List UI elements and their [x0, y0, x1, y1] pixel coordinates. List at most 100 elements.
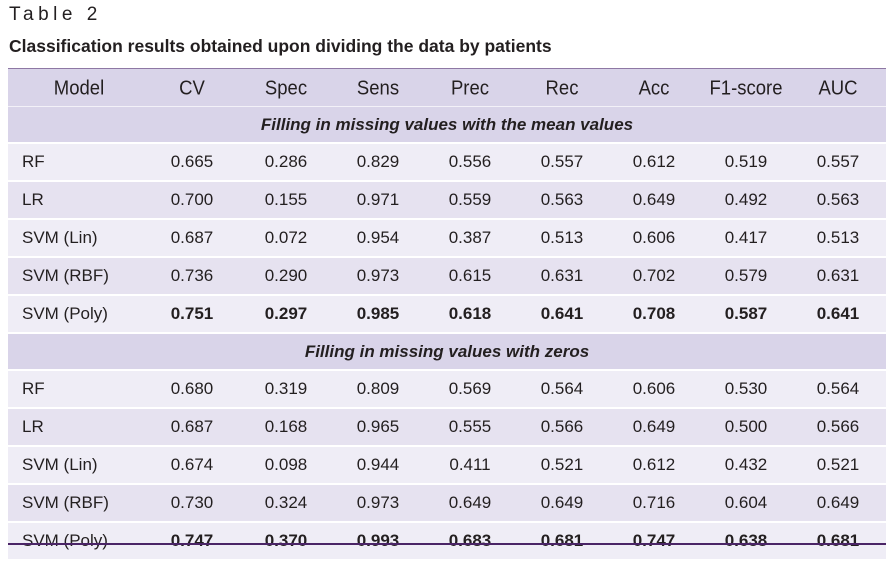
cell-model: LR	[22, 190, 44, 209]
cell-cv: 0.680	[170, 379, 214, 398]
cell-prec: 0.556	[448, 152, 492, 171]
cell-rec: 0.641	[540, 304, 584, 323]
cell-model: SVM (Poly)	[22, 304, 108, 323]
cell-auc: 0.566	[816, 417, 860, 436]
cell-prec: 0.559	[448, 190, 492, 209]
cell-auc: 0.521	[816, 455, 860, 474]
table-label: Table 2	[9, 4, 102, 25]
results-table: Model CV Spec Sens Prec Rec Acc F1-score…	[8, 68, 886, 561]
cell-sens: 0.944	[356, 455, 400, 474]
header-cv: CV	[179, 75, 205, 99]
cell-auc: 0.681	[816, 531, 860, 550]
header-f1-score: F1-score	[709, 75, 783, 99]
cell-f1-score: 0.500	[724, 417, 768, 436]
cell-sens: 0.973	[356, 266, 400, 285]
cell-acc: 0.747	[632, 531, 676, 550]
cell-rec: 0.631	[540, 266, 584, 285]
table-row: LR 0.687 0.168 0.965 0.555 0.566 0.649 0…	[8, 409, 886, 447]
cell-auc: 0.557	[816, 152, 860, 171]
cell-sens: 0.809	[356, 379, 400, 398]
cell-sens: 0.971	[356, 190, 400, 209]
cell-spec: 0.072	[264, 228, 308, 247]
cell-cv: 0.700	[170, 190, 214, 209]
cell-acc: 0.649	[632, 417, 676, 436]
cell-auc: 0.649	[816, 493, 860, 512]
cell-prec: 0.683	[448, 531, 492, 550]
header-spec: Spec	[264, 75, 308, 99]
cell-f1-score: 0.604	[724, 493, 768, 512]
cell-acc: 0.716	[632, 493, 676, 512]
cell-sens: 0.829	[356, 152, 400, 171]
cell-f1-score: 0.587	[724, 304, 768, 323]
cell-prec: 0.649	[448, 493, 492, 512]
table-row: LR 0.700 0.155 0.971 0.559 0.563 0.649 0…	[8, 182, 886, 220]
cell-rec: 0.557	[540, 152, 584, 171]
cell-acc: 0.606	[632, 228, 676, 247]
cell-spec: 0.324	[264, 493, 308, 512]
cell-model: SVM (Poly)	[22, 531, 108, 550]
cell-rec: 0.566	[540, 417, 584, 436]
header-prec: Prec	[450, 75, 490, 99]
cell-cv: 0.687	[170, 228, 214, 247]
cell-sens: 0.985	[356, 304, 400, 323]
cell-spec: 0.297	[264, 304, 308, 323]
cell-prec: 0.387	[448, 228, 492, 247]
table-row: RF 0.665 0.286 0.829 0.556 0.557 0.612 0…	[8, 144, 886, 182]
section-title-zeros: Filling in missing values with zeros	[8, 334, 886, 371]
header-rec: Rec	[545, 75, 579, 99]
cell-model: RF	[22, 152, 45, 171]
cell-model: SVM (RBF)	[22, 493, 109, 512]
cell-f1-score: 0.638	[724, 531, 768, 550]
cell-f1-score: 0.519	[724, 152, 768, 171]
bottom-rule	[8, 543, 886, 545]
cell-cv: 0.665	[170, 152, 214, 171]
cell-acc: 0.702	[632, 266, 676, 285]
cell-prec: 0.618	[448, 304, 492, 323]
cell-acc: 0.612	[632, 152, 676, 171]
cell-spec: 0.168	[264, 417, 308, 436]
header-acc: Acc	[638, 75, 670, 99]
cell-prec: 0.411	[449, 455, 491, 474]
cell-f1-score: 0.417	[724, 228, 768, 247]
cell-f1-score: 0.432	[724, 455, 768, 474]
table-row: RF 0.680 0.319 0.809 0.569 0.564 0.606 0…	[8, 371, 886, 409]
table-row: SVM (Lin) 0.674 0.098 0.944 0.411 0.521 …	[8, 447, 886, 485]
cell-rec: 0.649	[540, 493, 584, 512]
table-row: SVM (Lin) 0.687 0.072 0.954 0.387 0.513 …	[8, 220, 886, 258]
table-row: SVM (RBF) 0.730 0.324 0.973 0.649 0.649 …	[8, 485, 886, 523]
cell-f1-score: 0.530	[724, 379, 768, 398]
cell-cv: 0.747	[170, 531, 214, 550]
cell-spec: 0.370	[264, 531, 308, 550]
cell-prec: 0.615	[448, 266, 492, 285]
cell-acc: 0.612	[632, 455, 676, 474]
header-auc: AUC	[818, 75, 858, 99]
cell-auc: 0.563	[816, 190, 860, 209]
table-header-row: Model CV Spec Sens Prec Rec Acc F1-score…	[8, 68, 886, 109]
cell-auc: 0.641	[816, 304, 860, 323]
cell-acc: 0.708	[632, 304, 676, 323]
cell-model: RF	[22, 379, 45, 398]
cell-sens: 0.993	[356, 531, 400, 550]
cell-rec: 0.521	[540, 455, 584, 474]
cell-sens: 0.954	[356, 228, 400, 247]
cell-spec: 0.290	[264, 266, 308, 285]
cell-cv: 0.730	[170, 493, 214, 512]
cell-rec: 0.681	[540, 531, 584, 550]
table-caption: Classification results obtained upon div…	[9, 36, 552, 56]
cell-prec: 0.569	[448, 379, 492, 398]
cell-prec: 0.555	[448, 417, 492, 436]
cell-sens: 0.973	[356, 493, 400, 512]
header-sens: Sens	[356, 75, 400, 99]
cell-spec: 0.155	[264, 190, 308, 209]
cell-auc: 0.564	[816, 379, 860, 398]
cell-spec: 0.286	[264, 152, 308, 171]
cell-acc: 0.606	[632, 379, 676, 398]
table-row: SVM (RBF) 0.736 0.290 0.973 0.615 0.631 …	[8, 258, 886, 296]
cell-sens: 0.965	[356, 417, 400, 436]
cell-acc: 0.649	[632, 190, 676, 209]
cell-cv: 0.751	[170, 304, 214, 323]
cell-rec: 0.564	[540, 379, 584, 398]
cell-model: LR	[22, 417, 44, 436]
table-row: SVM (Poly) 0.751 0.297 0.985 0.618 0.641…	[8, 296, 886, 334]
cell-model: SVM (Lin)	[22, 455, 98, 474]
